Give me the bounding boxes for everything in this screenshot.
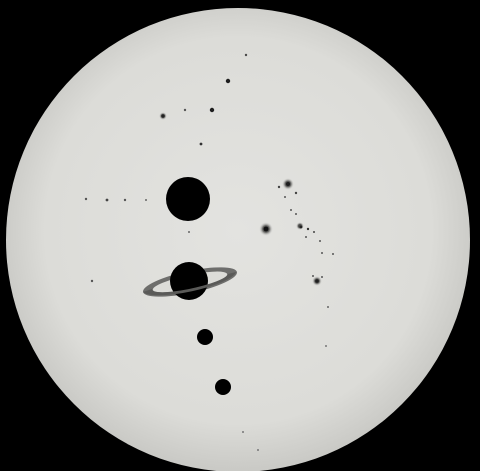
sunspot [123,198,127,202]
sunspot [188,231,190,233]
sunspot [321,276,323,278]
sunspot [286,182,290,186]
sunspot [244,53,248,57]
sunspot [84,197,88,201]
sunspot [299,225,303,229]
sunspot [296,222,304,230]
sunspot [225,78,231,84]
sunspot [242,431,244,433]
sunspot [306,227,310,231]
sunspot [105,198,109,202]
sunspot [313,231,315,233]
ringed-planet-silhouette [142,262,238,300]
sunspot [209,107,215,113]
sunspot [145,199,147,201]
ringed-planet-body [170,262,208,300]
large-planet-silhouette [166,177,210,221]
sunspot [199,142,203,146]
small-planet-silhouette [197,329,213,345]
small-planet-silhouette-2 [215,379,231,395]
sunspot [319,240,321,242]
sunspot [305,236,307,238]
sunspot [321,252,323,254]
sunspot-dots [84,53,334,451]
sunspot [290,209,292,211]
sunspot [90,279,94,283]
sunspot [277,185,281,189]
ring-front [143,272,236,296]
sunspot [312,275,314,277]
sunspot [295,213,297,215]
sunspot [315,279,319,283]
sunspot [332,253,334,255]
sunspot [161,114,165,118]
sun-disk [6,8,470,471]
sunspot [327,306,329,308]
sunspot [183,108,187,112]
sunspot [325,345,327,347]
sunspot [284,196,286,198]
sunspot [263,226,269,232]
sunspot [257,449,259,451]
sunspot [294,191,298,195]
